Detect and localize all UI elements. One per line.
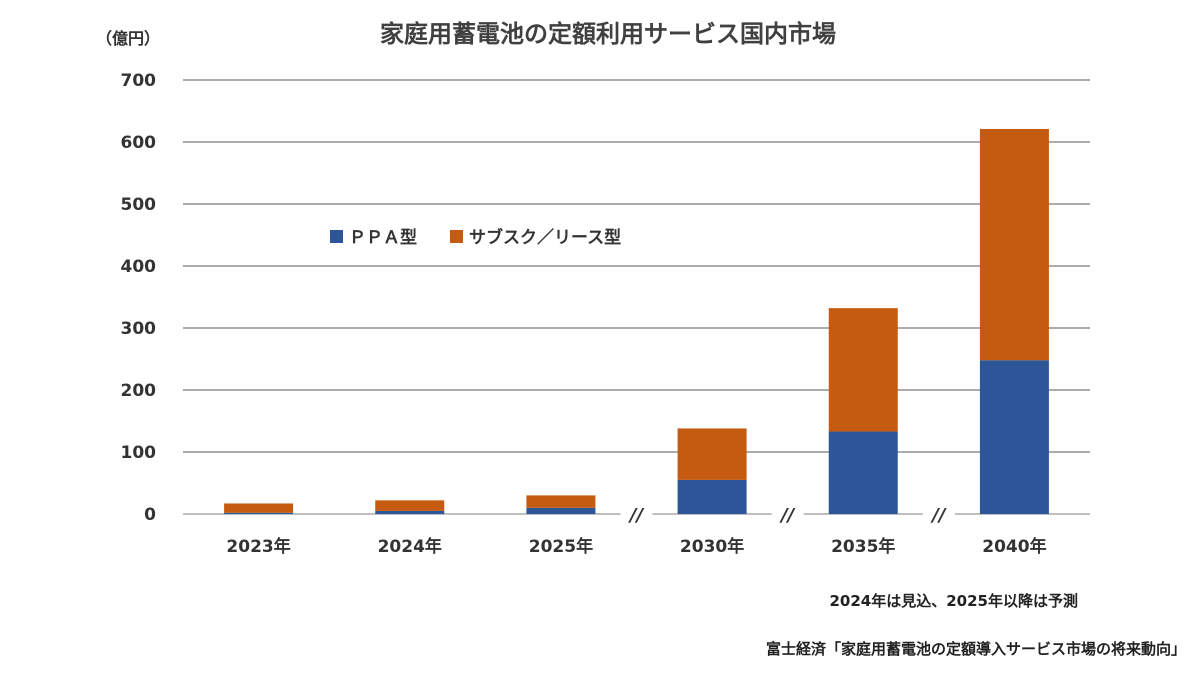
bars [224, 128, 1049, 514]
y-tick-label: 500 [121, 195, 157, 215]
y-tick-label: 700 [121, 71, 157, 91]
x-tick-label: 2035年 [831, 536, 895, 557]
axis-break-mark: // [628, 505, 645, 526]
y-axis-unit-label: （億円） [96, 29, 160, 48]
y-tick-label: 600 [121, 133, 157, 153]
axis-breaks: // // // [620, 505, 955, 526]
forecast-note: 2024年は見込、2025年以降は予測 [829, 592, 1079, 610]
legend-label-subscription: サブスク／リース型 [469, 227, 621, 248]
y-tick-label: 400 [121, 257, 157, 277]
x-tick-label: 2024年 [378, 536, 442, 557]
bar-segment-subscription [375, 500, 445, 511]
legend-swatch-ppa [330, 230, 343, 243]
bar-segment-ppa [526, 507, 596, 514]
axis-break-gap [620, 511, 653, 517]
bar-segment-ppa [828, 431, 898, 514]
source-note: 富士経済「家庭用蓄電池の定額導入サービス市場の将来動向」 [765, 640, 1186, 658]
x-axis-ticks: 2023年 2024年 2025年 2030年 2035年 2040年 [226, 536, 1046, 557]
legend: ＰＰＡ型 サブスク／リース型 [330, 227, 621, 248]
legend-swatch-subscription [450, 230, 463, 243]
gridlines [183, 79, 1090, 515]
axis-break-gap [922, 511, 955, 517]
bar-segment-ppa [375, 510, 445, 514]
x-tick-label: 2030年 [680, 536, 744, 557]
bar-segment-subscription [677, 428, 747, 480]
y-tick-label: 200 [121, 381, 157, 401]
bar-segment-subscription [828, 308, 898, 432]
axis-break-gap [771, 511, 804, 517]
bar-segment-subscription [526, 495, 596, 508]
bar-segment-subscription [979, 128, 1049, 361]
y-tick-label: 300 [121, 319, 157, 339]
bar-segment-ppa [979, 360, 1049, 514]
x-tick-label: 2040年 [982, 536, 1046, 557]
bar-segment-subscription [224, 503, 294, 513]
x-tick-label: 2023年 [226, 536, 290, 557]
y-tick-label: 100 [121, 443, 157, 463]
axis-break-mark: // [930, 505, 947, 526]
x-tick-label: 2025年 [529, 536, 593, 557]
y-axis-ticks: 0 100 200 300 400 500 600 700 [121, 71, 157, 525]
bar-segment-ppa [677, 479, 747, 514]
bar-segment-ppa [224, 512, 294, 514]
y-tick-label: 0 [144, 505, 156, 525]
legend-label-ppa: ＰＰＡ型 [349, 227, 417, 248]
chart-title: 家庭用蓄電池の定額利用サービス国内市場 [380, 20, 836, 48]
axis-break-mark: // [779, 505, 796, 526]
